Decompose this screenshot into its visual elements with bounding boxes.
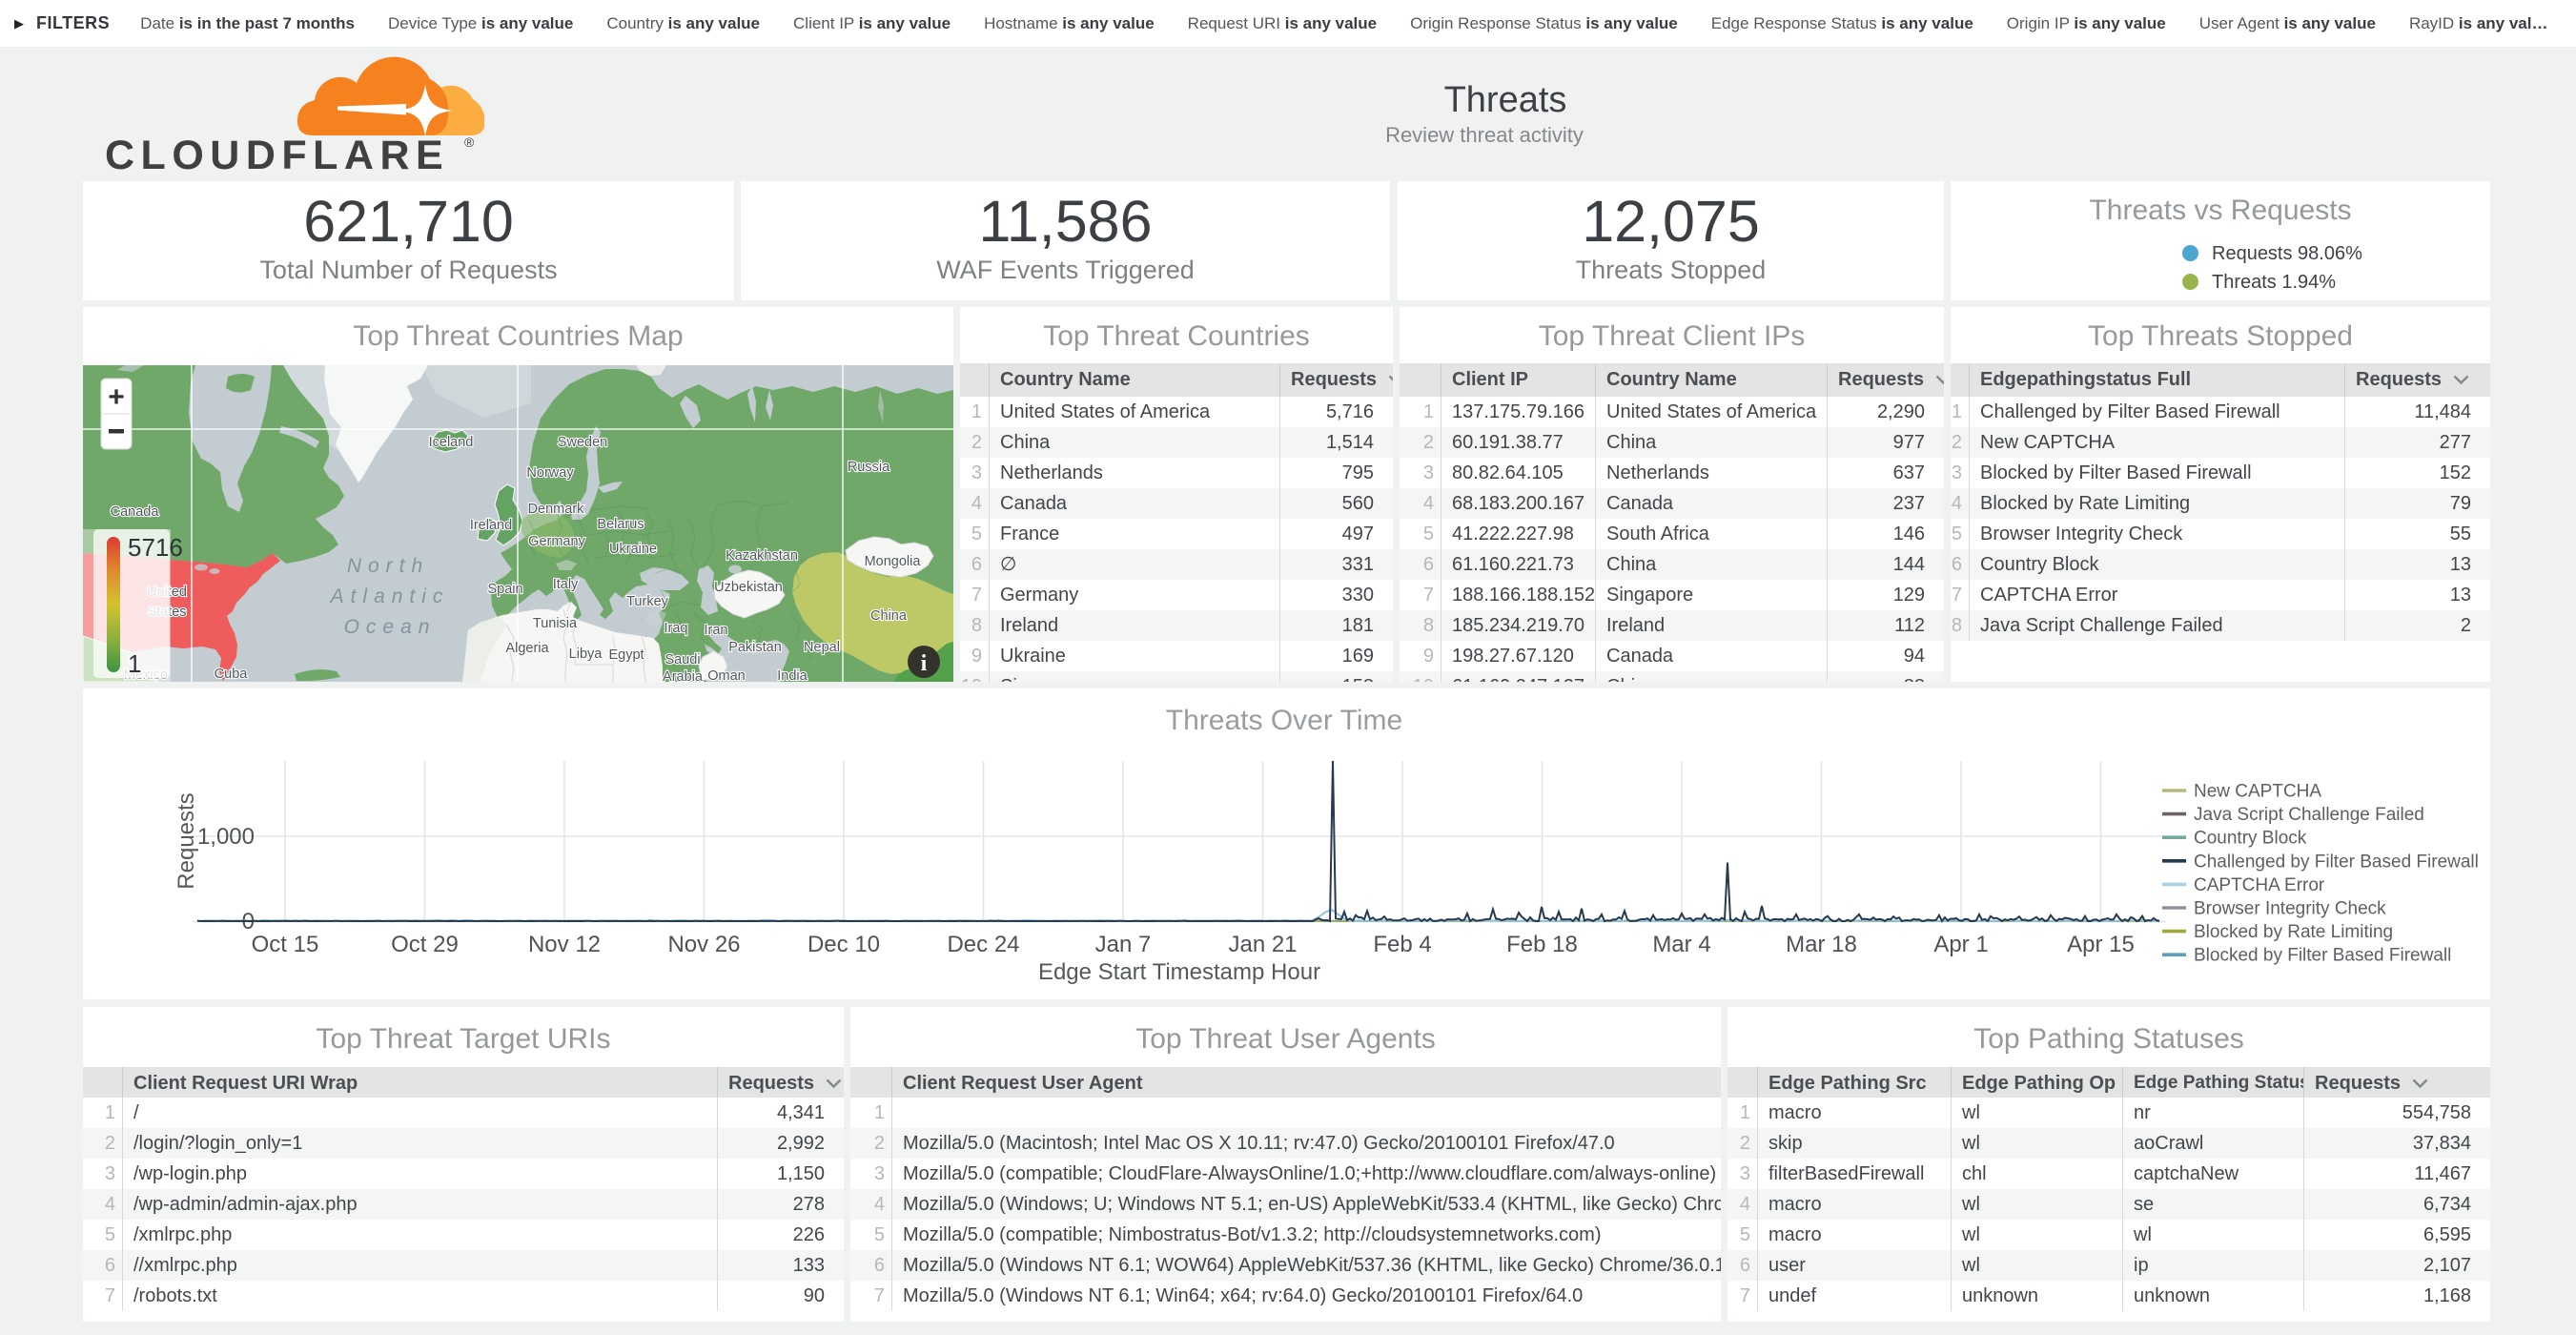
svg-text:Nov 12: Nov 12 [528, 932, 601, 957]
svg-text:India: India [777, 668, 808, 682]
svg-text:Challenged by Filter Based Fir: Challenged by Filter Based Firewall [2194, 852, 2479, 872]
svg-text:1,000: 1,000 [197, 824, 255, 850]
svg-text:1: 1 [128, 649, 141, 678]
svg-text:Algeria: Algeria [505, 641, 549, 656]
svg-text:Arabia: Arabia [663, 669, 704, 682]
svg-text:Threats Over Time: Threats Over Time [1166, 705, 1402, 736]
svg-text:Russia: Russia [848, 460, 890, 475]
svg-text:Turkey: Turkey [626, 594, 669, 609]
svg-text:Edge Start Timestamp Hour: Edge Start Timestamp Hour [1038, 959, 1320, 985]
svg-text:Blocked by Rate Limiting: Blocked by Rate Limiting [2194, 922, 2393, 942]
svg-text:Denmark: Denmark [528, 502, 585, 517]
svg-text:Atlantic: Atlantic [329, 585, 450, 607]
svg-text:Jan 21: Jan 21 [1228, 932, 1297, 957]
svg-text:Mar 4: Mar 4 [1652, 932, 1710, 957]
svg-text:Jan 7: Jan 7 [1095, 932, 1152, 957]
svg-text:Dec 24: Dec 24 [947, 932, 1019, 957]
svg-text:Norway: Norway [526, 465, 574, 481]
svg-text:Ireland: Ireland [470, 518, 512, 533]
svg-text:Spain: Spain [487, 582, 522, 597]
svg-text:5716: 5716 [128, 533, 183, 562]
svg-text:Tunisia: Tunisia [533, 616, 578, 631]
svg-text:Saudi: Saudi [664, 652, 700, 668]
svg-text:Blocked by Filter Based Firewa: Blocked by Filter Based Firewall [2194, 946, 2451, 966]
svg-text:Ocean: Ocean [344, 616, 437, 638]
svg-text:+: + [108, 381, 125, 413]
svg-text:CLOUDFLARE: CLOUDFLARE [105, 133, 449, 175]
svg-text:Egypt: Egypt [608, 647, 644, 663]
svg-text:Cuba: Cuba [215, 667, 249, 682]
svg-text:Browser Integrity Check: Browser Integrity Check [2194, 899, 2386, 919]
svg-text:Uzbekistan: Uzbekistan [714, 580, 783, 595]
svg-text:Country Block: Country Block [2194, 829, 2307, 849]
svg-text:®: ® [464, 134, 475, 150]
svg-text:Requests: Requests [174, 792, 199, 889]
svg-text:Mongolia: Mongolia [865, 554, 922, 569]
svg-text:Canada: Canada [111, 504, 160, 520]
svg-text:Ukraine: Ukraine [609, 542, 657, 557]
svg-text:Apr 1: Apr 1 [1933, 932, 1988, 957]
svg-text:Feb 18: Feb 18 [1506, 932, 1578, 957]
svg-text:Germany: Germany [528, 534, 585, 549]
svg-text:CAPTCHA Error: CAPTCHA Error [2194, 875, 2325, 895]
svg-text:Belarus: Belarus [597, 517, 644, 532]
svg-text:Mar 18: Mar 18 [1786, 932, 1857, 957]
svg-text:Oct 15: Oct 15 [252, 932, 319, 957]
svg-text:Kazakhstan: Kazakhstan [726, 548, 798, 564]
svg-text:Iran: Iran [705, 623, 728, 638]
svg-text:Oman: Oman [707, 668, 746, 682]
svg-text:Iceland: Iceland [429, 435, 474, 450]
svg-text:Feb 4: Feb 4 [1373, 932, 1431, 957]
svg-text:Dec 10: Dec 10 [808, 932, 880, 957]
svg-text:Java Script Challenge Failed: Java Script Challenge Failed [2194, 805, 2424, 825]
svg-text:Sweden: Sweden [558, 435, 607, 450]
svg-text:Iraq: Iraq [664, 621, 688, 636]
svg-text:Nepal: Nepal [804, 640, 840, 655]
svg-text:Italy: Italy [553, 577, 579, 592]
svg-text:Pakistan: Pakistan [728, 640, 782, 655]
svg-text:Libya: Libya [569, 647, 603, 662]
svg-text:Apr 15: Apr 15 [2067, 932, 2135, 957]
svg-text:New CAPTCHA: New CAPTCHA [2194, 782, 2321, 802]
svg-text:Oct 29: Oct 29 [391, 932, 459, 957]
svg-text:i: i [921, 651, 928, 676]
svg-text:Nov 26: Nov 26 [667, 932, 740, 957]
svg-text:North: North [347, 555, 429, 577]
svg-text:China: China [870, 608, 908, 624]
